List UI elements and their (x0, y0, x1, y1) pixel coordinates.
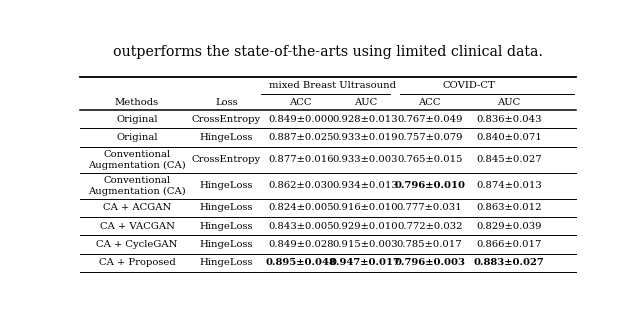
Text: 0.928±0.013: 0.928±0.013 (332, 115, 398, 124)
Text: CrossEntropy: CrossEntropy (192, 115, 261, 124)
Text: 0.765±0.015: 0.765±0.015 (397, 155, 463, 164)
Text: 0.862±0.030: 0.862±0.030 (268, 181, 333, 190)
Text: 0.796±0.010: 0.796±0.010 (394, 181, 465, 190)
Text: CA + ACGAN: CA + ACGAN (103, 203, 171, 212)
Text: HingeLoss: HingeLoss (200, 133, 253, 142)
Text: 0.929±0.010: 0.929±0.010 (332, 221, 398, 230)
Text: 0.916±0.010: 0.916±0.010 (332, 203, 398, 212)
Text: Conventional: Conventional (104, 150, 171, 159)
Text: 0.777±0.031: 0.777±0.031 (397, 203, 463, 212)
Text: Loss: Loss (215, 98, 237, 107)
Text: 0.849±0.028: 0.849±0.028 (268, 240, 333, 249)
Text: HingeLoss: HingeLoss (200, 181, 253, 190)
Text: Methods: Methods (115, 98, 159, 107)
Text: 0.772±0.032: 0.772±0.032 (397, 221, 463, 230)
Text: 0.933±0.019: 0.933±0.019 (332, 133, 398, 142)
Text: 0.887±0.025: 0.887±0.025 (268, 133, 333, 142)
Text: HingeLoss: HingeLoss (200, 258, 253, 267)
Text: AUC: AUC (497, 98, 521, 107)
Text: 0.895±0.048: 0.895±0.048 (266, 258, 336, 267)
Text: 0.933±0.003: 0.933±0.003 (332, 155, 398, 164)
Text: CA + VACGAN: CA + VACGAN (100, 221, 175, 230)
Text: 0.915±0.003: 0.915±0.003 (332, 240, 398, 249)
Text: 0.824±0.005: 0.824±0.005 (268, 203, 333, 212)
Text: COVID-CT: COVID-CT (443, 81, 496, 90)
Text: Original: Original (116, 115, 158, 124)
Text: 0.845±0.027: 0.845±0.027 (476, 155, 542, 164)
Text: AUC: AUC (353, 98, 377, 107)
Text: 0.874±0.013: 0.874±0.013 (476, 181, 542, 190)
Text: 0.863±0.012: 0.863±0.012 (476, 203, 542, 212)
Text: 0.866±0.017: 0.866±0.017 (476, 240, 541, 249)
Text: ACC: ACC (419, 98, 441, 107)
Text: 0.757±0.079: 0.757±0.079 (397, 133, 463, 142)
Text: Conventional: Conventional (104, 176, 171, 185)
Text: 0.947±0.017: 0.947±0.017 (330, 258, 401, 267)
Text: ACC: ACC (289, 98, 312, 107)
Text: HingeLoss: HingeLoss (200, 221, 253, 230)
Text: 0.840±0.071: 0.840±0.071 (476, 133, 542, 142)
Text: 0.836±0.043: 0.836±0.043 (476, 115, 542, 124)
Text: 0.883±0.027: 0.883±0.027 (474, 258, 545, 267)
Text: CA + CycleGAN: CA + CycleGAN (97, 240, 178, 249)
Text: outperforms the state-of-the-arts using limited clinical data.: outperforms the state-of-the-arts using … (113, 45, 543, 59)
Text: CrossEntropy: CrossEntropy (192, 155, 261, 164)
Text: 0.843±0.005: 0.843±0.005 (268, 221, 333, 230)
Text: Augmentation (CA): Augmentation (CA) (88, 187, 186, 196)
Text: Augmentation (CA): Augmentation (CA) (88, 160, 186, 170)
Text: HingeLoss: HingeLoss (200, 203, 253, 212)
Text: 0.767±0.049: 0.767±0.049 (397, 115, 463, 124)
Text: 0.796±0.003: 0.796±0.003 (394, 258, 465, 267)
Text: 0.934±0.013: 0.934±0.013 (332, 181, 398, 190)
Text: 0.829±0.039: 0.829±0.039 (476, 221, 542, 230)
Text: 0.785±0.017: 0.785±0.017 (397, 240, 463, 249)
Text: CA + Proposed: CA + Proposed (99, 258, 175, 267)
Text: 0.877±0.016: 0.877±0.016 (268, 155, 333, 164)
Text: mixed Breast Ultrasound: mixed Breast Ultrasound (269, 81, 396, 90)
Text: Original: Original (116, 133, 158, 142)
Text: HingeLoss: HingeLoss (200, 240, 253, 249)
Text: 0.849±0.000: 0.849±0.000 (268, 115, 333, 124)
